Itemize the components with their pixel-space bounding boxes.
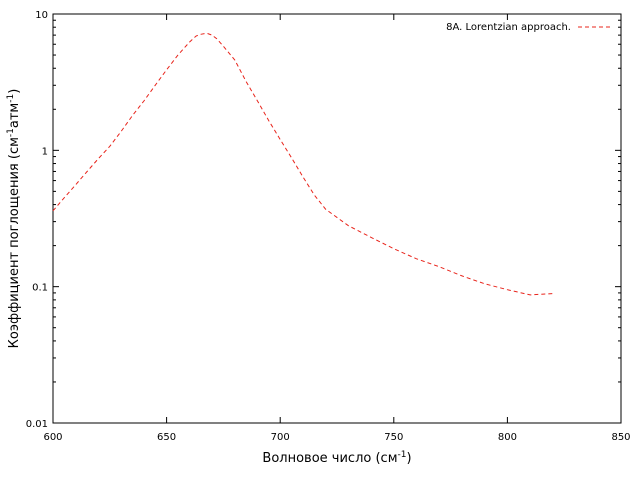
x-axis-label: Волновое число (см-1) [262, 450, 411, 466]
x-tick-label: 750 [384, 432, 403, 443]
x-tick-label: 700 [271, 432, 290, 443]
y-tick-label: 10 [35, 10, 48, 21]
x-tick-label: 800 [498, 432, 517, 443]
y-axis-label-tail: ) [7, 89, 22, 94]
series-layer [52, 33, 553, 296]
plot-area [52, 13, 622, 424]
y-axis-label-text: Коэффициент поглощения (см [7, 137, 22, 348]
series-line [52, 33, 553, 296]
x-axis-label-sup: -1 [398, 450, 407, 460]
x-axis-label-text: Волновое число (см [262, 451, 397, 466]
y-tick-label: 0.01 [26, 419, 48, 430]
y-axis-label-mid: атм [7, 103, 22, 128]
legend-label: 8A. Lorentzian approach. [446, 22, 571, 33]
legend: 8A. Lorentzian approach. [446, 22, 611, 33]
x-tick-label: 600 [43, 432, 62, 443]
x-axis-label-tail: ) [406, 451, 411, 466]
axis-ticks: 600 650 700 750 800 850 0.01 0.1 1 10 [26, 10, 631, 443]
x-tick-label: 650 [157, 432, 176, 443]
y-axis-label-sup1: -1 [6, 128, 16, 137]
x-tick-label: 850 [611, 432, 630, 443]
y-tick-label: 0.1 [32, 283, 48, 294]
plot-frame [52, 13, 622, 424]
y-axis-label-sup2: -1 [6, 94, 16, 103]
y-axis-label: Коэффициент поглощения (см-1атм-1) [6, 89, 22, 349]
y-tick-label: 1 [42, 146, 48, 157]
